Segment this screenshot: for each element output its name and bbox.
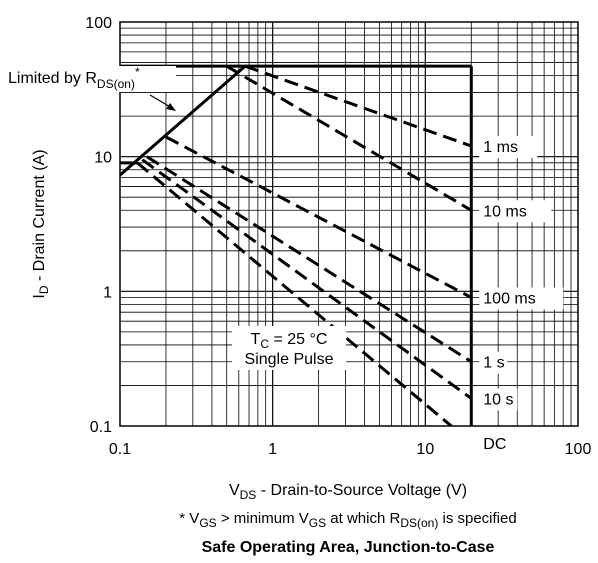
series-line-10-s (141, 158, 473, 400)
curve-label: 10 s (483, 392, 513, 409)
grid (120, 22, 578, 426)
x-axis-title: VDS - Drain-to-Source Voltage (V) (229, 482, 467, 502)
x-tick-label: 0.1 (109, 441, 131, 458)
curve-label-bg (479, 351, 508, 374)
y-axis-title: ID - Drain Current (A) (31, 149, 51, 298)
plot-frame (119, 21, 579, 427)
curve-label: 1 s (483, 355, 504, 372)
curve-label-bg (479, 432, 516, 455)
y-tick-label: 0.1 (90, 419, 112, 436)
limited-label-bg (4, 66, 176, 92)
y-tick-label: 100 (85, 15, 112, 32)
y-tick-label: 1 (103, 284, 112, 301)
curve-label: 100 ms (483, 290, 535, 307)
x-tick-label: 10 (416, 441, 434, 458)
series-line-DC (136, 161, 454, 426)
soa-boundary (120, 64, 473, 426)
curve-label-bg (479, 287, 564, 310)
series-line-1-ms (244, 64, 472, 148)
tick-labels: 0.1 1 10 100 0.1 1 10 100 (85, 15, 591, 458)
condition-box-bg (232, 326, 346, 370)
limited-by-label: Limited by RDS(on)* (8, 65, 140, 91)
curve-label: 1 ms (483, 139, 518, 156)
curve-labels: 1 ms 10 ms 100 ms 1 s 10 s DC (479, 136, 564, 455)
curve-label: DC (483, 436, 506, 453)
series-line-1-s (146, 155, 473, 363)
x-tick-label: 100 (565, 441, 592, 458)
series-line-10-ms (225, 64, 473, 212)
chart-title: Safe Operating Area, Junction-to-Case (202, 539, 495, 556)
footnote: * VGS > minimum VGS at which RDS(on) is … (179, 510, 516, 530)
rds-on-limit-line (120, 65, 247, 177)
curve-label-bg (479, 200, 552, 223)
y-tick-label: 10 (94, 150, 112, 167)
series-line-100-ms (165, 135, 472, 299)
condition-line2: Single Pulse (245, 351, 334, 368)
condition-line1: TC = 25 °C (251, 331, 328, 351)
curve-label-bg (479, 136, 538, 159)
curve-label-bg (479, 388, 518, 411)
series-lines (136, 64, 473, 426)
curve-label: 10 ms (483, 203, 527, 220)
limited-by-arrowhead (166, 103, 176, 111)
x-tick-label: 1 (268, 441, 277, 458)
